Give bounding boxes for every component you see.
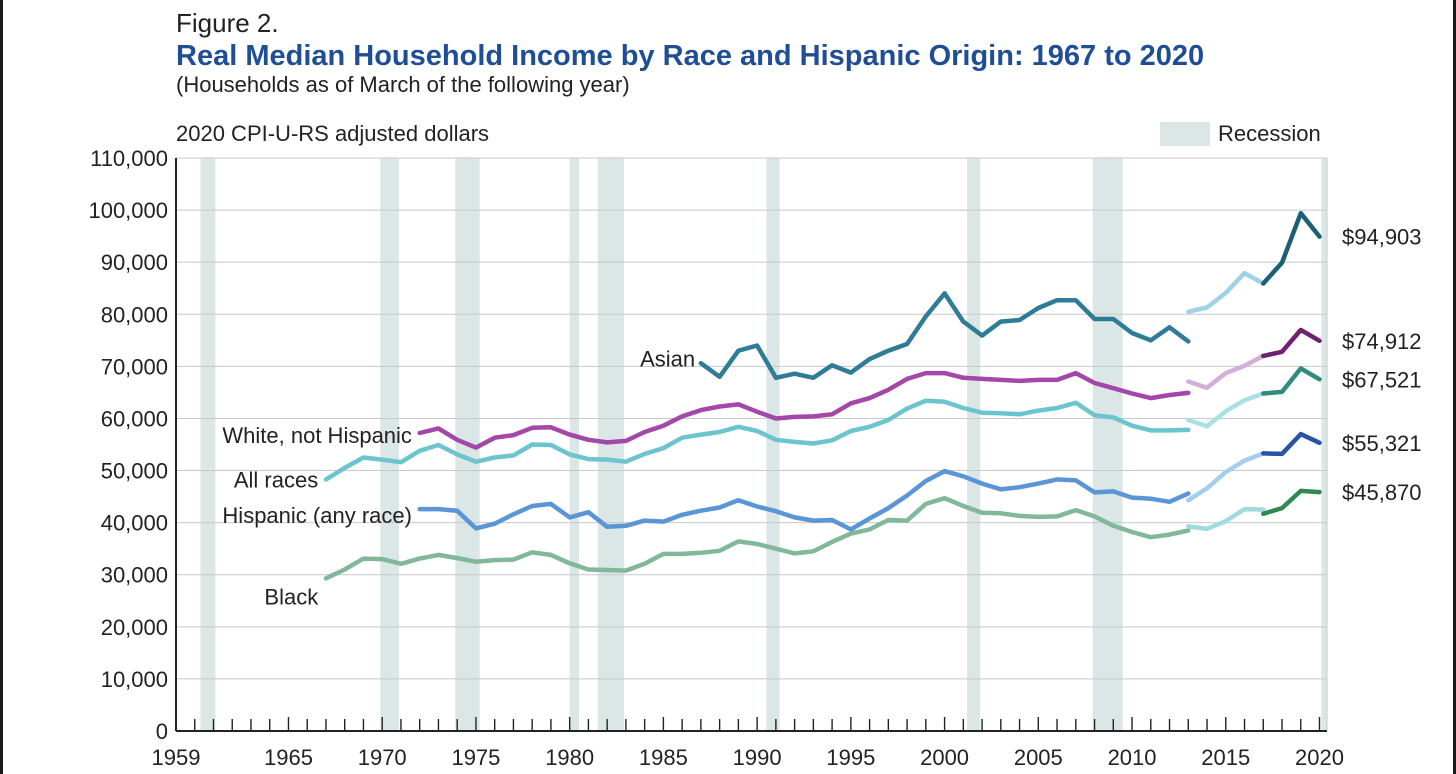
figure-label: Figure 2. (176, 8, 279, 38)
y-tick-label: 10,000 (101, 667, 168, 692)
y-tick-label: 0 (156, 719, 168, 744)
x-tick-label: 2010 (1108, 745, 1157, 770)
series-line (323, 398, 1191, 482)
y-tick-label: 110,000 (90, 146, 168, 171)
series-label: White, not Hispanic (222, 423, 412, 448)
series-line (1186, 391, 1266, 429)
series-line (1261, 366, 1322, 396)
end-value-label: $55,321 (1342, 431, 1422, 456)
series-line (698, 291, 1191, 381)
x-tick-label: 1995 (826, 745, 875, 770)
recession-band (569, 158, 580, 731)
series-line (417, 370, 1191, 450)
x-tick-label: 1990 (733, 745, 782, 770)
series-label: Black (264, 585, 319, 610)
y-tick-label: 40,000 (101, 511, 168, 536)
series-line (323, 495, 1191, 581)
x-tick-label: 1959 (152, 745, 201, 770)
end-value-label: $67,521 (1342, 367, 1422, 392)
series-line (1186, 270, 1266, 314)
y-tick-label: 30,000 (101, 563, 168, 588)
x-tick-label: 1975 (451, 745, 500, 770)
recession-band (1321, 158, 1327, 731)
series-line (1186, 353, 1266, 390)
end-value-label: $45,870 (1342, 480, 1422, 505)
y-tick-label: 90,000 (101, 250, 168, 275)
series-line (1186, 506, 1266, 532)
end-value-label: $74,912 (1342, 329, 1422, 354)
chart-title: Real Median Household Income by Race and… (176, 40, 1205, 72)
y-tick-label: 50,000 (101, 459, 168, 484)
y-tick-label: 80,000 (101, 302, 168, 327)
x-tick-label: 2005 (1014, 745, 1063, 770)
x-tick-label: 1980 (545, 745, 594, 770)
series-line (417, 468, 1191, 532)
series-line (1261, 327, 1322, 359)
recession-band (766, 158, 780, 731)
right-border (1453, 0, 1456, 774)
recession-band (380, 158, 400, 731)
y-tick-label: 60,000 (101, 406, 168, 431)
series-label: Hispanic (any race) (222, 503, 412, 528)
x-tick-label: 2000 (920, 745, 969, 770)
y-tick-label: 70,000 (101, 354, 168, 379)
series-line (1261, 488, 1322, 517)
series-line (1261, 210, 1322, 286)
x-tick-label: 1965 (264, 745, 313, 770)
recession-band (1092, 158, 1123, 731)
y-tick-label: 20,000 (101, 615, 168, 640)
series-line (1261, 431, 1322, 457)
x-tick-label: 2020 (1295, 745, 1344, 770)
legend-label-recession: Recession (1218, 121, 1321, 146)
chart-subtitle: (Households as of March of the following… (176, 72, 630, 97)
y-tick-label: 100,000 (88, 198, 168, 223)
x-tick-label: 1970 (358, 745, 407, 770)
left-border (0, 0, 3, 774)
end-value-label: $94,903 (1342, 225, 1422, 250)
recession-band (200, 158, 216, 731)
x-tick-label: 1985 (639, 745, 688, 770)
series-label: Asian (640, 347, 695, 372)
series-line (1186, 451, 1266, 503)
recession-band (967, 158, 981, 731)
recession-band (597, 158, 625, 731)
series-label: All races (234, 467, 318, 492)
x-tick-label: 2015 (1201, 745, 1250, 770)
y-axis-label: 2020 CPI-U-RS adjusted dollars (176, 121, 489, 146)
legend-swatch-recession (1160, 122, 1210, 146)
